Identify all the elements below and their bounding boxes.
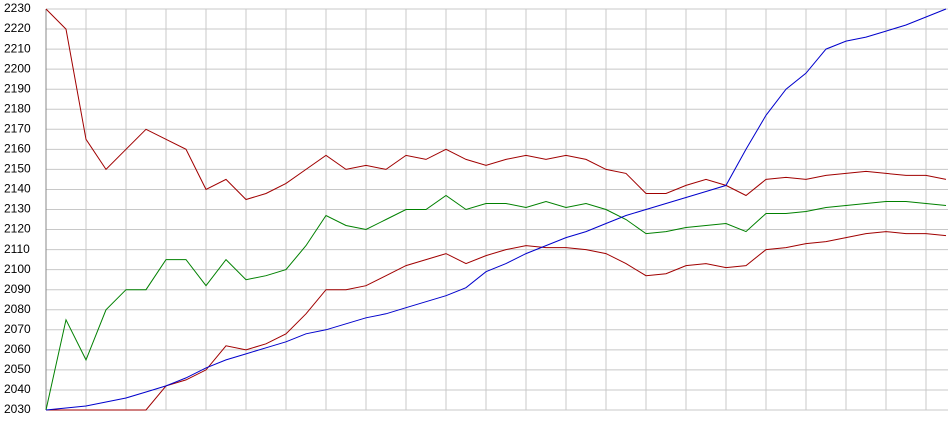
y-tick-label: 2170 (4, 121, 31, 135)
y-tick-label: 2220 (4, 21, 31, 35)
y-tick-label: 2110 (4, 242, 30, 256)
y-tick-label: 2070 (4, 322, 31, 336)
y-tick-label: 2160 (4, 142, 31, 156)
y-tick-label: 2180 (4, 101, 31, 115)
y-tick-label: 2060 (4, 342, 31, 356)
y-tick-label: 2090 (4, 282, 31, 296)
y-tick-label: 2030 (4, 402, 31, 416)
series-line (45, 194, 947, 411)
y-tick-label: 2040 (4, 382, 31, 396)
y-tick-label: 2050 (4, 362, 31, 376)
series-line (45, 8, 947, 201)
y-tick-label: 2210 (4, 41, 31, 55)
series-line (46, 231, 947, 411)
y-tick-label: 2230 (4, 1, 31, 15)
y-tick-label: 2120 (4, 222, 31, 236)
y-tick-label: 2080 (4, 302, 31, 316)
y-tick-label: 2190 (4, 81, 31, 95)
y-tick-label: 2130 (4, 202, 31, 216)
y-tick-label: 2100 (4, 262, 31, 276)
series-line (45, 8, 947, 411)
y-tick-label: 2150 (4, 162, 31, 176)
y-tick-label: 2140 (4, 182, 31, 196)
y-tick-label: 2200 (4, 61, 31, 75)
